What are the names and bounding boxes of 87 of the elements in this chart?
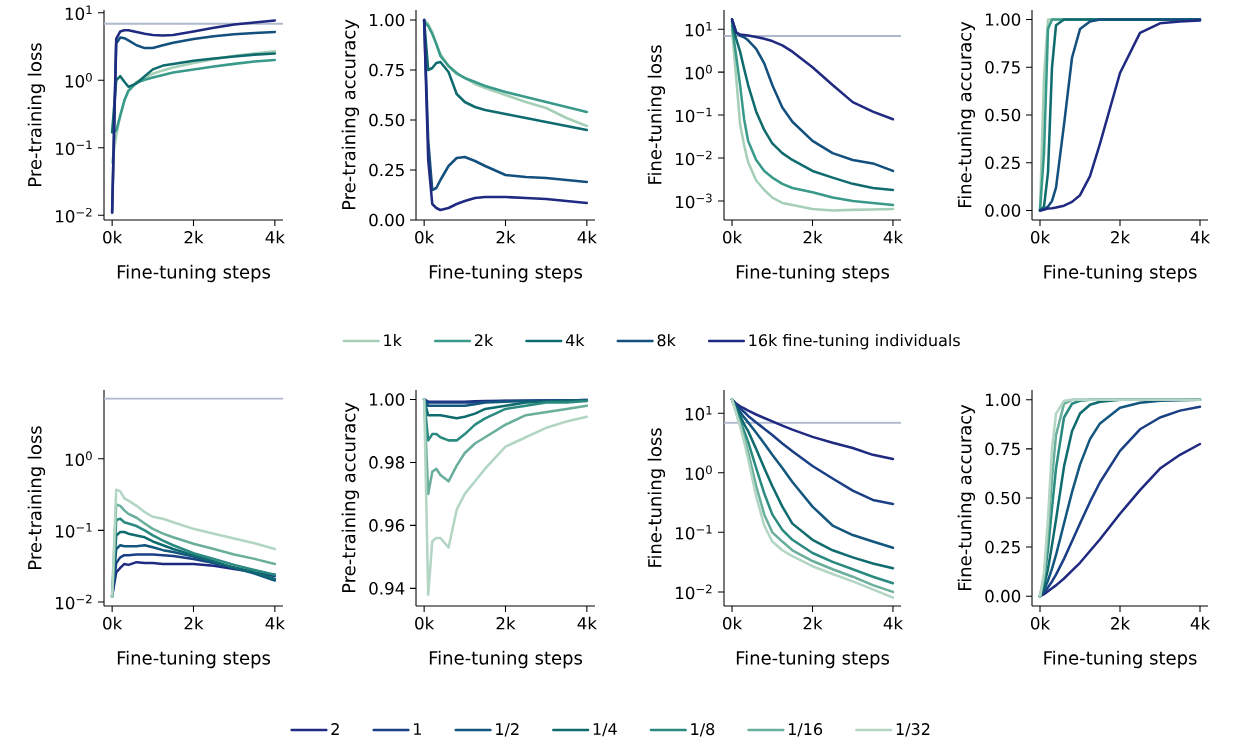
legend-label: 1/2 <box>496 723 519 737</box>
y-tick-label: 10$^{−2}$ <box>676 584 712 600</box>
y-tick-label: 0.00 <box>985 204 1021 217</box>
x-tick-label: 4k <box>1190 616 1211 630</box>
y-tick-label: 10$^{0}$ <box>685 64 712 80</box>
x-tick-label: 4k <box>265 230 285 244</box>
x-tick-label: 0k <box>1030 230 1051 244</box>
y-tick-label: 1.00 <box>986 393 1021 407</box>
x-tick-label: 0k <box>415 616 435 630</box>
y-tick-label: 10$^{−2}$ <box>56 594 92 610</box>
x-tick-label: 4k <box>577 230 597 244</box>
legend-label: 2k <box>474 333 494 347</box>
x-tick-label: 4k <box>265 616 285 630</box>
y-tick-label: 0.75 <box>985 60 1020 74</box>
x-tick-label: 2k <box>803 230 823 244</box>
y-tick-label: 0.98 <box>369 456 405 469</box>
x-axis-title: Fine-tuning steps <box>1044 264 1197 283</box>
x-tick-label: 0k <box>103 230 123 244</box>
x-tick-label: 0k <box>723 230 743 244</box>
x-axis-title: Fine-tuning steps <box>117 264 271 283</box>
y-tick-label: 1.00 <box>986 13 1021 26</box>
y-tick-label: 10$^{1}$ <box>685 405 712 421</box>
y-tick-label: 10$^{−1}$ <box>56 523 92 538</box>
y-tick-label: 10$^{0}$ <box>65 451 92 467</box>
legend-label: 1/16 <box>788 723 823 737</box>
x-tick-label: 4k <box>577 616 597 630</box>
y-tick-label: 10$^{−1}$ <box>56 140 92 156</box>
x-tick-label: 2k <box>184 616 204 630</box>
x-tick-label: 0k <box>415 230 435 244</box>
x-axis-title: Fine-tuning steps <box>117 650 271 669</box>
legend-label: 2 <box>331 723 339 735</box>
x-tick-label: 2k <box>803 616 823 630</box>
legend-label: 4k <box>565 333 585 347</box>
y-axis-title: Pre-training loss <box>27 43 46 186</box>
y-tick-label: 0.00 <box>985 589 1021 603</box>
legend-label: 1/32 <box>896 723 930 737</box>
x-axis-title: Fine-tuning steps <box>736 650 890 669</box>
y-axis-title: Pre-training accuracy <box>341 402 360 593</box>
y-tick-label: 0.25 <box>369 163 404 177</box>
y-tick-label: 10$^{1}$ <box>685 21 712 37</box>
y-axis-title: Pre-training loss <box>27 426 46 569</box>
y-tick-label: 10$^{−1}$ <box>676 107 712 123</box>
y-tick-label: 10$^{0}$ <box>65 72 92 88</box>
x-tick-label: 2k <box>184 230 204 244</box>
y-tick-label: 10$^{1}$ <box>65 5 92 21</box>
y-tick-label: 0.00 <box>369 213 405 227</box>
x-tick-label: 4k <box>883 230 904 244</box>
y-tick-label: 10$^{−2}$ <box>676 150 712 166</box>
y-tick-label: 1.00 <box>370 393 405 406</box>
y-tick-label: 10$^{−1}$ <box>676 525 712 540</box>
x-tick-label: 2k <box>496 616 516 630</box>
x-tick-label: 4k <box>1190 230 1211 244</box>
y-tick-label: 0.25 <box>985 540 1020 554</box>
y-tick-label: 0.50 <box>369 113 405 127</box>
x-axis-title: Fine-tuning steps <box>736 264 890 283</box>
x-tick-label: 4k <box>883 616 904 630</box>
y-axis-title: Fine-tuning accuracy <box>957 404 976 591</box>
y-tick-label: 10$^{−2}$ <box>56 207 92 223</box>
y-tick-label: 0.96 <box>369 519 405 532</box>
legend-label: 1 <box>414 723 421 735</box>
x-tick-label: 0k <box>1030 616 1051 630</box>
x-tick-label: 0k <box>723 616 743 630</box>
y-tick-label: 1.00 <box>370 13 405 27</box>
legend-label: 1/8 <box>691 723 715 737</box>
legend-label: 16k fine-tuning individuals <box>749 333 960 350</box>
y-tick-label: 0.25 <box>985 156 1020 170</box>
y-tick-label: 10$^{−3}$ <box>676 193 712 209</box>
y-axis-title: Fine-tuning accuracy <box>957 21 976 208</box>
y-tick-label: 10$^{0}$ <box>685 465 712 481</box>
x-tick-label: 2k <box>496 230 516 244</box>
legend-label: 1/4 <box>593 723 617 737</box>
legend-label: 8k <box>657 333 676 347</box>
y-axis-title: Pre-training accuracy <box>341 19 360 210</box>
x-axis-title: Fine-tuning steps <box>429 264 583 283</box>
x-axis-title: Fine-tuning steps <box>429 650 583 669</box>
y-tick-label: 0.75 <box>369 63 404 77</box>
y-tick-label: 0.94 <box>369 582 405 595</box>
x-tick-label: 2k <box>1111 616 1131 630</box>
y-tick-label: 0.50 <box>985 108 1021 122</box>
y-axis-title: Fine-tuning loss <box>647 45 666 184</box>
x-tick-label: 0k <box>103 616 123 630</box>
legend-label: 1k <box>384 333 402 347</box>
x-axis-title: Fine-tuning steps <box>1044 650 1197 669</box>
y-tick-label: 0.50 <box>985 491 1021 505</box>
x-tick-label: 2k <box>1111 230 1131 244</box>
y-tick-label: 0.75 <box>985 442 1020 456</box>
y-axis-title: Fine-tuning loss <box>647 428 666 567</box>
